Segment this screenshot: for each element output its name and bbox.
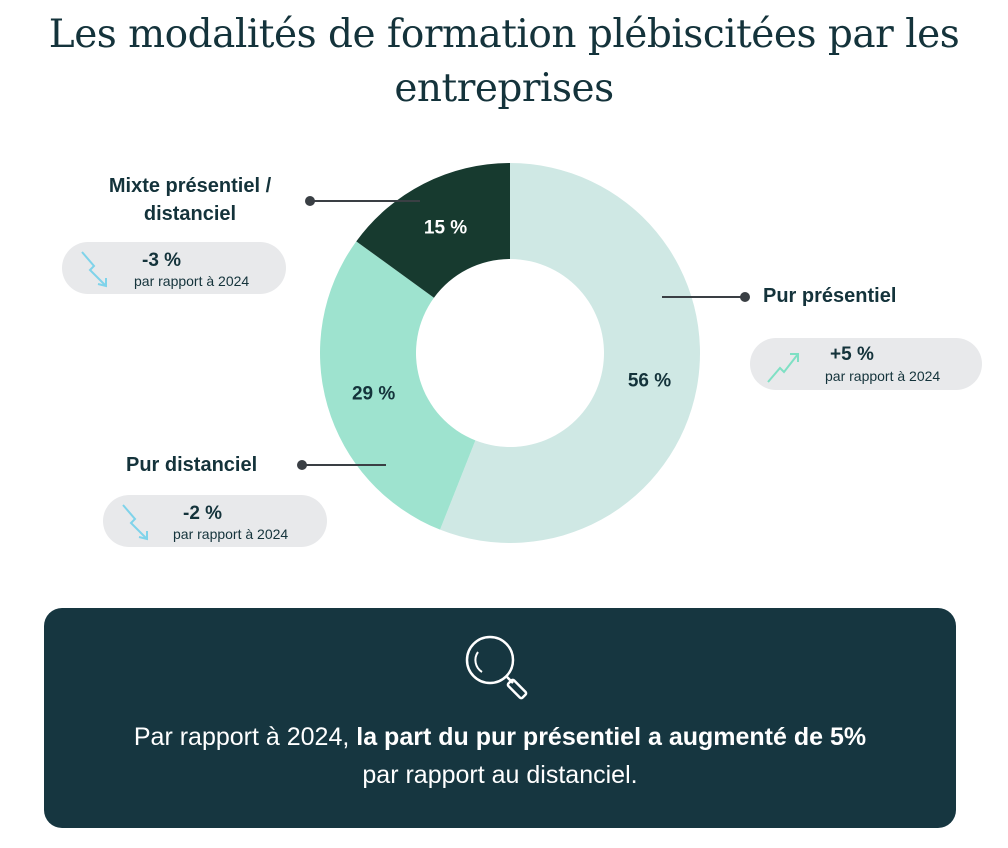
magnifier-icon [465,635,528,700]
leader-dot-mixte [305,196,315,206]
trend-down-arrow-icon [81,251,107,288]
insight-highlight: la part du pur présentiel a augmenté de … [356,723,867,751]
leader-lines [297,196,750,470]
change-reference-presentiel: par rapport à 2024 [825,368,941,384]
leader-dot-distanciel [297,460,307,470]
category-label-mixte: Mixte présentiel / distanciel [80,172,300,228]
change-badge-mixte: -3 % par rapport à 2024 [62,242,286,294]
leader-dot-presentiel [740,292,750,302]
category-label-presentiel: Pur présentiel [763,285,897,307]
insight-suffix: par rapport au distanciel. [362,761,638,789]
donut-chart: 56 % 29 % 15 % [297,163,750,543]
change-badge-distanciel: -2 % par rapport à 2024 [103,495,327,547]
insight-callout: Par rapport à 2024, la part du pur prése… [44,608,956,828]
donut-slice-label-3: 15 % [424,217,467,238]
trend-down-arrow-icon [122,504,148,541]
category-label-distanciel: Pur distanciel [126,454,258,476]
change-value-presentiel: +5 % [830,344,874,365]
trend-up-arrow-icon [767,353,799,383]
change-value-distanciel: -2 % [183,503,223,524]
change-value-mixte: -3 % [142,250,182,271]
donut-slice-3 [356,163,510,298]
donut-slice-label-2: 29 % [352,384,395,405]
category-label-mixte-line1: Mixte présentiel / [108,175,272,197]
chart-title: Les modalités de formation plébiscitées … [48,12,960,111]
donut-slice-2 [319,241,476,530]
change-reference-mixte: par rapport à 2024 [134,273,250,289]
insight-text: Par rapport à 2024, la part du pur prése… [64,718,936,794]
change-badge-presentiel: +5 % par rapport à 2024 [750,338,982,390]
donut-slice-1 [440,163,700,543]
change-reference-distanciel: par rapport à 2024 [173,526,289,542]
donut-slice-label-1: 56 % [628,371,671,392]
category-label-mixte-line2: distanciel [143,203,237,225]
insight-prefix: Par rapport à 2024, [133,723,357,751]
